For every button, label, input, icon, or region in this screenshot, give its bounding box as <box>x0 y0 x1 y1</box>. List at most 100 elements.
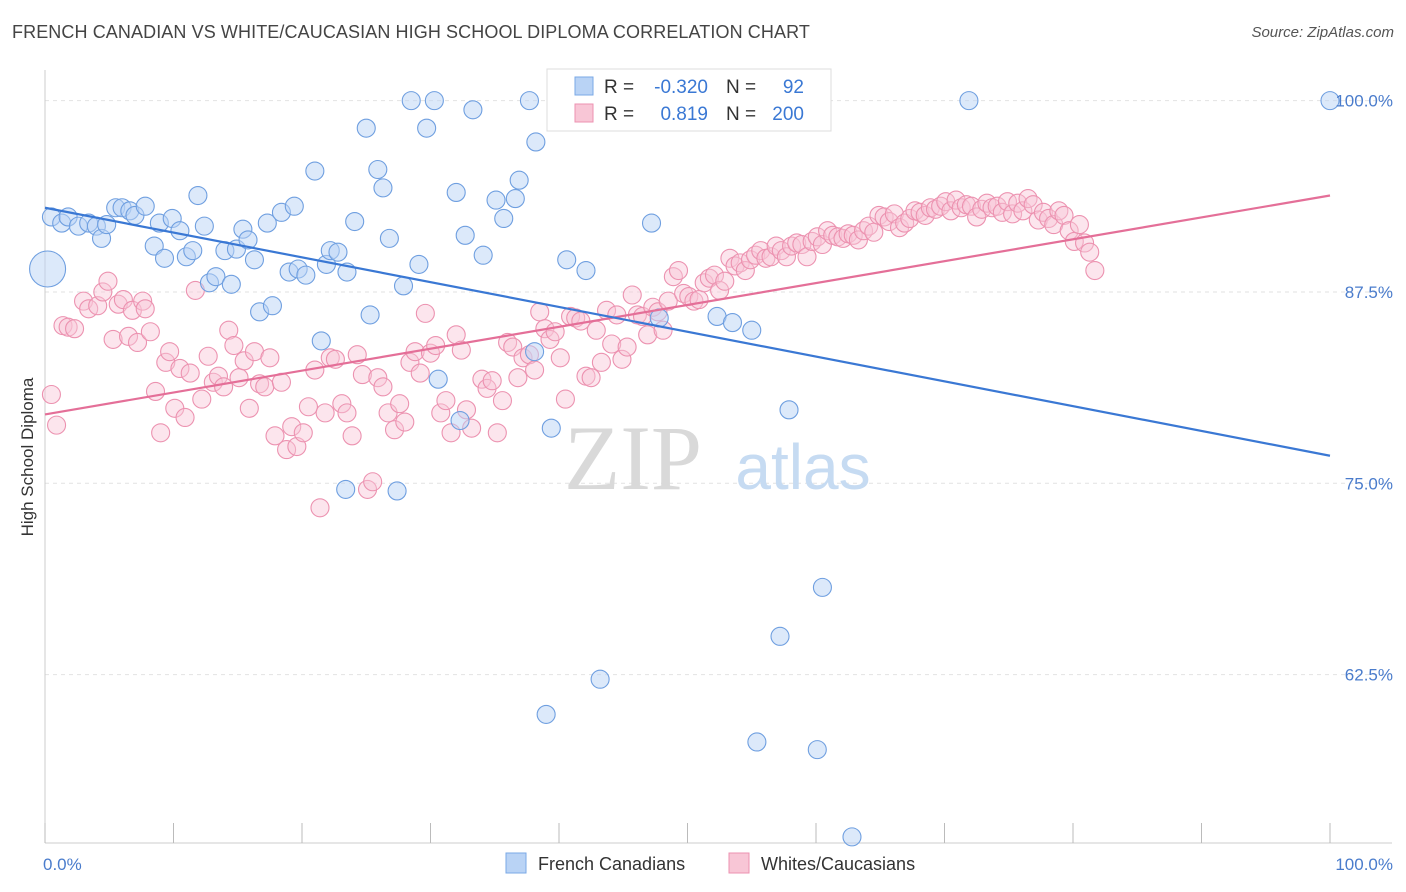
legend-n-value-1: 92 <box>783 77 804 98</box>
point-french-canadian <box>770 626 790 646</box>
point-french-canadian <box>486 190 506 210</box>
point-white-caucasian <box>214 377 234 397</box>
point-white-caucasian <box>735 260 755 281</box>
point-white-caucasian <box>58 317 78 337</box>
legend-n-label-1: N = <box>726 77 756 98</box>
point-white-caucasian <box>133 291 153 311</box>
point-french-canadian <box>424 91 444 111</box>
point-french-canadian <box>238 230 258 250</box>
point-white-caucasian <box>771 241 791 261</box>
point-white-caucasian <box>415 303 435 323</box>
point-white-caucasian <box>170 358 190 379</box>
chart-title: FRENCH CANADIAN VS WHITE/CAUCASIAN HIGH … <box>12 22 810 42</box>
x-tick-label-1: 100.0% <box>1335 855 1393 874</box>
point-french-canadian <box>188 185 208 206</box>
point-white-caucasian <box>586 320 606 340</box>
point-white-caucasian <box>175 407 195 428</box>
point-white-caucasian <box>1018 189 1038 209</box>
point-white-caucasian <box>591 352 611 372</box>
point-french-canadian <box>541 418 561 438</box>
point-white-caucasian <box>910 202 930 222</box>
point-white-caucasian <box>436 391 456 411</box>
point-french-canadian <box>428 369 448 389</box>
trend-line-french-canadians <box>44 206 1331 457</box>
point-white-caucasian <box>925 199 946 219</box>
point-white-caucasian <box>492 391 513 411</box>
point-french-canadian <box>379 228 399 248</box>
point-white-caucasian <box>260 348 280 368</box>
series-legend: French Canadians Whites/Caucasians <box>505 852 915 874</box>
point-white-caucasian <box>602 334 622 354</box>
point-french-canadian <box>509 170 529 190</box>
point-white-caucasian <box>180 363 200 383</box>
point-white-caucasian <box>581 368 601 388</box>
point-white-caucasian <box>451 340 471 360</box>
point-white-caucasian <box>663 267 683 287</box>
bottom-legend-label-2: Whites/Caucasians <box>761 854 915 874</box>
point-white-caucasian <box>41 384 61 405</box>
point-white-caucasian <box>156 352 176 372</box>
series-french-canadians <box>29 91 1340 847</box>
point-white-caucasian <box>282 417 302 437</box>
point-white-caucasian <box>797 247 817 267</box>
point-french-canadian <box>722 313 743 333</box>
point-white-caucasian <box>332 394 352 414</box>
trend-lines <box>44 194 1331 457</box>
point-white-caucasian <box>342 426 362 446</box>
point-white-caucasian <box>363 472 383 492</box>
point-white-caucasian <box>47 415 67 435</box>
point-white-caucasian <box>550 348 570 368</box>
point-french-canadian <box>519 91 539 111</box>
point-french-canadian <box>373 178 393 198</box>
bottom-legend-label-1: French Canadians <box>538 854 685 874</box>
point-white-caucasian <box>352 365 372 385</box>
legend-r-label-1: R = <box>604 77 634 98</box>
point-french-canadian <box>135 196 155 216</box>
point-white-caucasian <box>997 192 1018 212</box>
point-white-caucasian <box>992 202 1012 222</box>
point-white-caucasian <box>1023 195 1043 215</box>
legend-r-value-2: 0.819 <box>660 104 708 125</box>
point-white-caucasian <box>622 285 642 305</box>
point-french-canadian <box>494 208 514 229</box>
correlation-legend: R = -0.320 N = 92 R = 0.819 N = 200 <box>546 68 832 132</box>
point-french-canadian <box>590 669 610 689</box>
trend-line-whites-caucasians <box>44 194 1331 416</box>
point-french-canadian <box>29 250 67 288</box>
point-french-canadian <box>393 276 414 296</box>
point-french-canadian <box>463 100 483 120</box>
point-white-caucasian <box>951 198 971 218</box>
point-french-canadian <box>536 704 556 724</box>
bottom-legend-swatch-blue <box>505 852 527 874</box>
legend-r-value-1: -0.320 <box>654 77 708 98</box>
tick-labels: 62.5% 75.0% 87.5% 100.0% 0.0% 100.0% <box>43 92 1393 874</box>
point-white-caucasian <box>98 271 118 291</box>
legend-n-label-2: N = <box>726 104 756 125</box>
point-white-caucasian <box>293 423 313 443</box>
legend-swatch-pink <box>574 103 594 123</box>
point-french-canadian <box>641 213 662 233</box>
point-white-caucasian <box>384 420 405 440</box>
point-french-canadian <box>446 182 466 203</box>
point-french-canadian <box>742 320 762 340</box>
point-french-canadian <box>206 267 226 287</box>
point-white-caucasian <box>431 403 451 423</box>
point-white-caucasian <box>127 332 148 353</box>
source-label: Source: ZipAtlas.com <box>1251 24 1394 41</box>
point-french-canadian <box>387 481 407 501</box>
point-french-canadian <box>356 118 376 138</box>
point-french-canadian <box>221 274 241 294</box>
point-white-caucasian <box>410 363 430 383</box>
point-white-caucasian <box>151 423 171 443</box>
point-french-canadian <box>170 221 190 241</box>
point-white-caucasian <box>699 268 719 288</box>
y-tick-label-2: 87.5% <box>1345 283 1393 302</box>
watermark-zip: ZIP <box>564 407 702 509</box>
point-white-caucasian <box>1033 202 1053 222</box>
point-french-canadian <box>473 245 493 265</box>
point-white-caucasian <box>395 412 415 432</box>
point-french-canadian <box>336 479 356 499</box>
point-white-caucasian <box>704 265 725 285</box>
point-french-canadian <box>244 250 265 270</box>
y-tick-label-1: 75.0% <box>1345 474 1393 493</box>
